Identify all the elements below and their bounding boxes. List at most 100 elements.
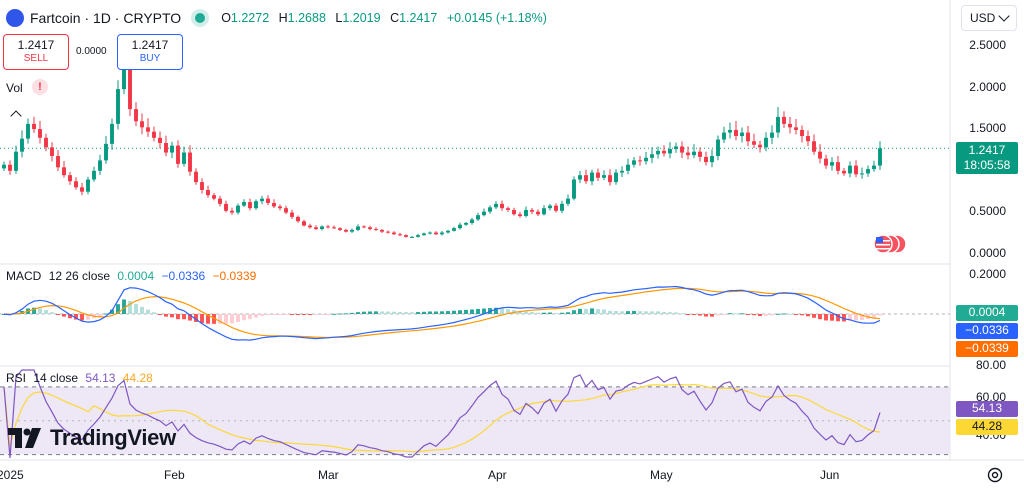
macd-histogram-bar bbox=[470, 309, 474, 314]
candle-body bbox=[446, 230, 450, 233]
currency-label: USD bbox=[970, 11, 996, 25]
spread-value: 0.0000 bbox=[76, 46, 107, 57]
macd-histogram-bar bbox=[290, 314, 294, 315]
candle-body bbox=[872, 165, 876, 170]
candle-body bbox=[176, 145, 180, 164]
rsi-settings: 14 close bbox=[33, 371, 79, 385]
candle-body bbox=[308, 225, 312, 228]
candle-body bbox=[86, 179, 90, 192]
candle-body bbox=[752, 141, 756, 145]
macd-histogram-bar bbox=[392, 311, 396, 314]
collapse-legend-icon[interactable] bbox=[6, 104, 26, 124]
macd-histogram-bar bbox=[236, 314, 240, 322]
candle-body bbox=[188, 152, 192, 172]
macd-histogram-bar bbox=[458, 310, 462, 314]
macd-histogram-bar bbox=[368, 311, 372, 314]
buy-label: BUY bbox=[139, 53, 161, 64]
candle-body bbox=[764, 137, 768, 148]
candle-body bbox=[344, 229, 348, 232]
macd-histogram-bar bbox=[332, 313, 336, 315]
macd-histogram-bar bbox=[374, 311, 378, 314]
candle-body bbox=[836, 162, 840, 171]
price-candles bbox=[2, 57, 882, 238]
warning-icon[interactable]: ! bbox=[32, 79, 48, 95]
macd-histogram-bar bbox=[698, 314, 702, 316]
macd-axis-label: 0.2000 bbox=[969, 267, 1006, 281]
candle-body bbox=[260, 198, 264, 202]
tradingview-logo[interactable]: TradingView bbox=[8, 425, 176, 451]
macd-legend[interactable]: MACD 12 26 close 0.0004 −0.0336 −0.0339 bbox=[6, 269, 256, 283]
macd-histogram-bar bbox=[548, 312, 552, 314]
macd-histogram-bar bbox=[746, 314, 750, 315]
macd-histogram-bar bbox=[428, 311, 432, 314]
candle-body bbox=[56, 156, 60, 168]
rsi-legend[interactable]: RSI 14 close 54.13 44.28 bbox=[6, 371, 153, 385]
macd-histogram-bar bbox=[464, 309, 468, 314]
rsi-name: RSI bbox=[6, 371, 27, 385]
candle-body bbox=[626, 164, 630, 171]
candle-body bbox=[392, 232, 396, 235]
macd-histogram-bar bbox=[758, 314, 762, 317]
macd-histogram-bar bbox=[398, 311, 402, 314]
macd-histogram-bar bbox=[704, 314, 708, 317]
macd-histogram-bar bbox=[260, 314, 264, 316]
macd-histogram-bar bbox=[272, 314, 276, 315]
chevron-down-icon bbox=[998, 10, 1010, 22]
macd-histogram-bar bbox=[362, 311, 366, 314]
macd-histogram-bar bbox=[386, 311, 390, 314]
candle-body bbox=[236, 205, 240, 213]
macd-histogram-bar bbox=[764, 314, 768, 316]
macd-histogram-bar bbox=[680, 313, 684, 315]
candle-body bbox=[614, 172, 618, 183]
candle-body bbox=[722, 132, 726, 140]
macd-histogram-bar bbox=[440, 311, 444, 314]
macd-histogram-bar bbox=[110, 309, 114, 314]
macd-histogram-bar bbox=[206, 314, 210, 324]
rsi-axis-label: 60.00 bbox=[975, 390, 1006, 404]
candle-body bbox=[272, 202, 276, 207]
candle-body bbox=[812, 141, 816, 152]
macd-histogram-bar bbox=[872, 314, 876, 318]
macd-histogram-bar bbox=[590, 308, 594, 314]
macd-signal-value: −0.0339 bbox=[212, 269, 257, 283]
candle-body bbox=[608, 175, 612, 183]
macd-histogram-bar bbox=[602, 309, 606, 314]
macd-histogram-bar bbox=[494, 307, 498, 314]
symbol-title[interactable]: Fartcoin · 1D · CRYPTO bbox=[30, 10, 182, 26]
buy-button[interactable]: 1.2417 BUY bbox=[117, 34, 183, 70]
rsi-value-tag: 54.13 bbox=[956, 401, 1018, 417]
sell-button[interactable]: 1.2417 SELL bbox=[3, 34, 69, 70]
sell-price: 1.2417 bbox=[17, 38, 55, 52]
macd-histogram-bar bbox=[842, 314, 846, 322]
candle-body bbox=[140, 121, 144, 128]
candle-body bbox=[572, 179, 576, 199]
candle-body bbox=[590, 172, 594, 182]
candle-body bbox=[146, 127, 150, 132]
us-flag-events-icon[interactable] bbox=[873, 234, 907, 254]
macd-line-tag: −0.0336 bbox=[956, 323, 1018, 339]
gear-icon[interactable] bbox=[986, 466, 1004, 484]
macd-histogram-bar bbox=[686, 314, 690, 315]
candle-body bbox=[704, 156, 708, 163]
rsi-ma-tag: 44.28 bbox=[956, 419, 1018, 435]
candle-body bbox=[62, 167, 66, 176]
candle-body bbox=[620, 170, 624, 173]
candle-body bbox=[68, 175, 72, 182]
high-value: 1.2688 bbox=[287, 11, 326, 25]
macd-histogram-bar bbox=[830, 314, 834, 321]
macd-histogram-bar bbox=[176, 314, 180, 320]
macd-histogram-bar bbox=[116, 304, 120, 314]
candle-body bbox=[668, 149, 672, 154]
macd-histogram-bar bbox=[668, 312, 672, 314]
macd-histogram-bar bbox=[32, 307, 36, 314]
candle-body bbox=[470, 219, 474, 223]
candle-body bbox=[404, 235, 408, 237]
volume-legend[interactable]: Vol bbox=[6, 81, 23, 95]
macd-histogram-bar bbox=[878, 314, 882, 316]
currency-selector[interactable]: USD bbox=[961, 5, 1017, 31]
rsi-line bbox=[3, 369, 881, 459]
macd-histogram-bar bbox=[596, 308, 600, 314]
candle-body bbox=[356, 226, 360, 230]
macd-histogram-bar bbox=[518, 311, 522, 314]
